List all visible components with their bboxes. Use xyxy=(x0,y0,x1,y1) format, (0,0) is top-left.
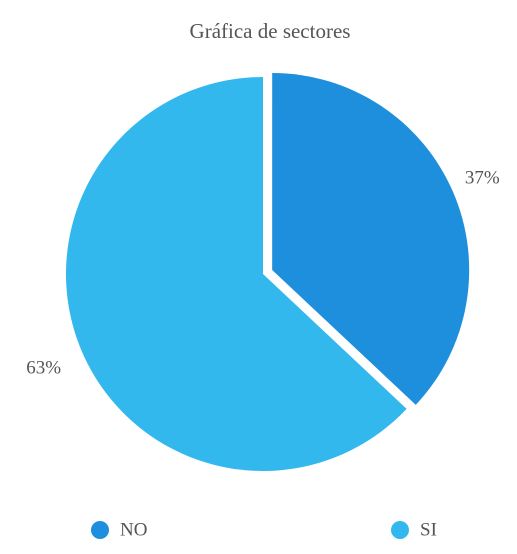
data-label: 63% xyxy=(26,357,61,378)
legend-swatch xyxy=(91,521,109,539)
pie-slice xyxy=(272,73,470,405)
legend-label: NO xyxy=(120,519,147,540)
data-label: 37% xyxy=(465,167,500,188)
legend-label: SI xyxy=(420,519,437,540)
legend-swatch xyxy=(391,521,409,539)
chart-title: Gráfica de sectores xyxy=(190,19,351,43)
pie-slice xyxy=(65,77,407,471)
